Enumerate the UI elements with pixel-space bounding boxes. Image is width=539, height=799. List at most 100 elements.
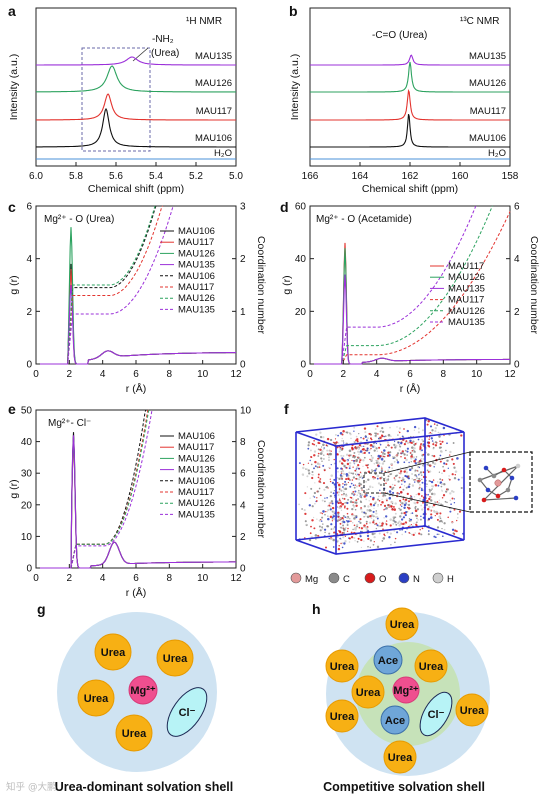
series-label: MAU126 xyxy=(195,78,232,89)
y-tick-label: 0 xyxy=(26,564,32,575)
legend-label: MAU135 xyxy=(178,304,215,315)
legend-label: MAU135 xyxy=(178,465,215,476)
x-tick-label: 0 xyxy=(307,369,313,380)
cn-mau126-line xyxy=(36,409,150,569)
x-axis-label: r (Å) xyxy=(126,382,146,395)
panel-letter-e: e xyxy=(8,401,16,417)
x-tick-label: 160 xyxy=(452,171,469,182)
urea-molecule: Urea xyxy=(156,639,194,677)
chart-title: Mg²⁺ - O (Urea) xyxy=(44,214,114,225)
x-tick-label: 8 xyxy=(167,573,173,584)
legend-label: O xyxy=(379,574,386,585)
x-tick-label: 4 xyxy=(374,369,380,380)
acetamide-molecule: Ace xyxy=(380,705,410,735)
x-tick-label: 5.8 xyxy=(69,171,83,182)
urea-molecule: Urea xyxy=(325,699,359,733)
y-tick-label: 20 xyxy=(21,500,33,511)
y-tick-label: 40 xyxy=(21,437,33,448)
legend-label: MAU106 xyxy=(178,271,215,282)
legend-label: H xyxy=(447,574,454,585)
x-tick-label: 10 xyxy=(197,573,209,584)
series-mau106-line xyxy=(36,107,236,148)
svg-text:Mg²⁺: Mg²⁺ xyxy=(393,685,419,697)
urea-molecule: Urea xyxy=(325,649,359,683)
series-mau135-line xyxy=(36,56,236,66)
x-axis-label: Chemical shift (ppm) xyxy=(88,183,184,195)
x-tick-label: 4 xyxy=(100,573,106,584)
chart-title: Mg²⁺ - O (Acetamide) xyxy=(316,214,412,225)
legend-label: MAU106 xyxy=(178,431,215,442)
svg-text:Urea: Urea xyxy=(356,687,381,699)
series-label: MAU106 xyxy=(469,133,506,144)
series-label: H₂O xyxy=(488,148,506,159)
panel-letter-h: h xyxy=(312,601,321,617)
nmr-13c-chart: ¹³C NMR -C=O (Urea) MAU135 MAU126 MAU117 MA… xyxy=(289,7,519,195)
y2-tick-label: 1 xyxy=(240,307,246,318)
panel-letter-a: a xyxy=(8,3,16,19)
svg-text:Ace: Ace xyxy=(385,715,405,727)
legend-swatch-o xyxy=(364,572,376,584)
y2-tick-label: 2 xyxy=(240,532,246,543)
y-tick-label: 4 xyxy=(26,254,32,265)
series-label: MAU135 xyxy=(195,51,232,62)
x-tick-label: 5.2 xyxy=(189,171,203,182)
y-axis-label: g (r) xyxy=(8,479,20,498)
cn-mau135-line xyxy=(310,205,477,365)
y-axis-label: Intensity (a.u.) xyxy=(8,54,20,121)
legend-label: MAU106 xyxy=(178,476,215,487)
x-tick-label: 5.4 xyxy=(149,171,163,182)
y-axis-label: g (r) xyxy=(281,275,293,294)
y-tick-label: 40 xyxy=(295,254,307,265)
series-mau117-line xyxy=(310,88,510,121)
y-axis-label: g (r) xyxy=(8,275,20,294)
svg-text:Urea: Urea xyxy=(330,661,355,673)
y-tick-label: 20 xyxy=(295,307,307,318)
y-tick-label: 2 xyxy=(26,307,32,318)
panel-letter-g: g xyxy=(37,601,46,617)
legend-label: MAU135 xyxy=(448,283,485,294)
series-mau135-line xyxy=(310,54,510,66)
series-label: MAU117 xyxy=(470,106,506,117)
urea-dominant-schematic: Urea Urea Urea Urea Mg²⁺ Cl⁻ Urea-domina… xyxy=(6,612,233,794)
y2-tick-label: 2 xyxy=(240,254,246,265)
svg-text:Urea: Urea xyxy=(101,647,126,659)
legend-label: MAU126 xyxy=(178,498,215,509)
x-tick-label: 5.0 xyxy=(229,171,243,182)
x-tick-label: 12 xyxy=(230,369,242,380)
svg-text:Urea: Urea xyxy=(84,693,109,705)
svg-text:Urea: Urea xyxy=(163,653,188,665)
y2-tick-label: 0 xyxy=(240,564,246,575)
panel-label: ¹³C NMR xyxy=(460,16,499,27)
zoom-region xyxy=(363,472,385,494)
y-tick-label: 30 xyxy=(21,469,33,480)
cn-mau106-line xyxy=(36,205,157,365)
mg-ion: Mg²⁺ xyxy=(392,676,420,704)
legend-label: MAU117 xyxy=(448,261,484,272)
svg-text:Urea: Urea xyxy=(388,752,413,764)
panel-letter-c: c xyxy=(8,199,16,215)
solvation-cluster xyxy=(477,463,521,503)
series-label: MAU106 xyxy=(195,133,232,144)
legend-label: C xyxy=(343,574,350,585)
cn-mau135-line xyxy=(36,205,174,365)
y2-tick-label: 6 xyxy=(240,469,246,480)
md-simulation-snapshot: Mg C O N H xyxy=(290,417,533,585)
legend-swatch-c xyxy=(328,572,340,584)
svg-text:Urea: Urea xyxy=(330,711,355,723)
panel-letter-f: f xyxy=(284,401,289,417)
svg-text:Cl⁻: Cl⁻ xyxy=(428,709,445,721)
series-label: MAU117 xyxy=(196,106,232,117)
atom-cloud xyxy=(298,419,465,551)
series-mau126-line xyxy=(36,65,236,93)
legend-label: MAU117 xyxy=(178,487,214,498)
x-tick-label: 158 xyxy=(502,171,519,182)
legend-label: MAU117 xyxy=(178,442,214,453)
competitive-schematic: Urea Urea Urea Urea Urea Urea Urea Ace A… xyxy=(323,607,490,794)
y-tick-label: 6 xyxy=(26,202,32,213)
urea-molecule: Urea xyxy=(77,679,115,717)
plot-frame xyxy=(35,7,237,167)
legend-label: MAU126 xyxy=(178,453,215,464)
series-label: MAU135 xyxy=(469,51,506,62)
